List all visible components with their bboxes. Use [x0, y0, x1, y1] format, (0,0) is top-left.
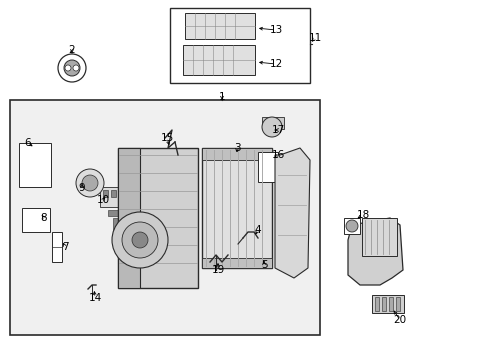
Bar — [388, 297, 392, 311]
Bar — [113, 218, 118, 230]
Circle shape — [132, 232, 148, 248]
Bar — [184, 13, 254, 39]
Bar — [343, 218, 359, 234]
Circle shape — [262, 117, 282, 137]
Bar — [118, 148, 198, 288]
Bar — [202, 148, 271, 160]
Bar — [52, 232, 62, 262]
Bar — [100, 187, 128, 207]
Circle shape — [64, 60, 80, 76]
Bar — [10, 100, 319, 335]
Text: 16: 16 — [271, 150, 284, 160]
Bar — [395, 297, 399, 311]
Bar — [19, 143, 51, 187]
Bar — [202, 148, 271, 268]
Bar — [170, 8, 309, 83]
Text: 11: 11 — [308, 33, 321, 43]
Bar — [262, 117, 284, 129]
Text: 17: 17 — [271, 125, 284, 135]
Text: 8: 8 — [41, 213, 47, 223]
Bar — [371, 295, 403, 313]
Bar — [258, 152, 278, 182]
Bar — [111, 190, 116, 197]
Circle shape — [65, 65, 71, 71]
Text: 4: 4 — [254, 225, 261, 235]
Bar — [202, 258, 271, 268]
Bar — [374, 297, 378, 311]
Text: 13: 13 — [269, 25, 282, 35]
Text: 9: 9 — [79, 183, 85, 193]
Text: 12: 12 — [269, 59, 282, 69]
Circle shape — [76, 169, 104, 197]
Text: 6: 6 — [24, 138, 31, 148]
Text: 7: 7 — [61, 242, 68, 252]
Bar — [361, 218, 396, 256]
Bar — [22, 208, 50, 232]
Polygon shape — [347, 218, 402, 285]
Text: 1: 1 — [218, 92, 225, 102]
Bar — [381, 297, 385, 311]
Text: 18: 18 — [356, 210, 369, 220]
Polygon shape — [274, 148, 309, 278]
Bar — [118, 148, 140, 288]
Text: 19: 19 — [211, 265, 224, 275]
Text: 2: 2 — [68, 45, 75, 55]
Circle shape — [112, 212, 168, 268]
Circle shape — [346, 220, 357, 232]
Bar — [119, 190, 124, 197]
Circle shape — [73, 65, 79, 71]
Circle shape — [122, 222, 158, 258]
Text: 20: 20 — [393, 315, 406, 325]
Bar — [183, 45, 254, 75]
Text: 15: 15 — [160, 133, 173, 143]
Bar — [103, 190, 108, 197]
Text: 3: 3 — [233, 143, 240, 153]
Text: 14: 14 — [88, 293, 102, 303]
Bar — [108, 210, 122, 216]
Text: 10: 10 — [96, 195, 109, 205]
Text: 5: 5 — [260, 260, 267, 270]
Circle shape — [82, 175, 98, 191]
